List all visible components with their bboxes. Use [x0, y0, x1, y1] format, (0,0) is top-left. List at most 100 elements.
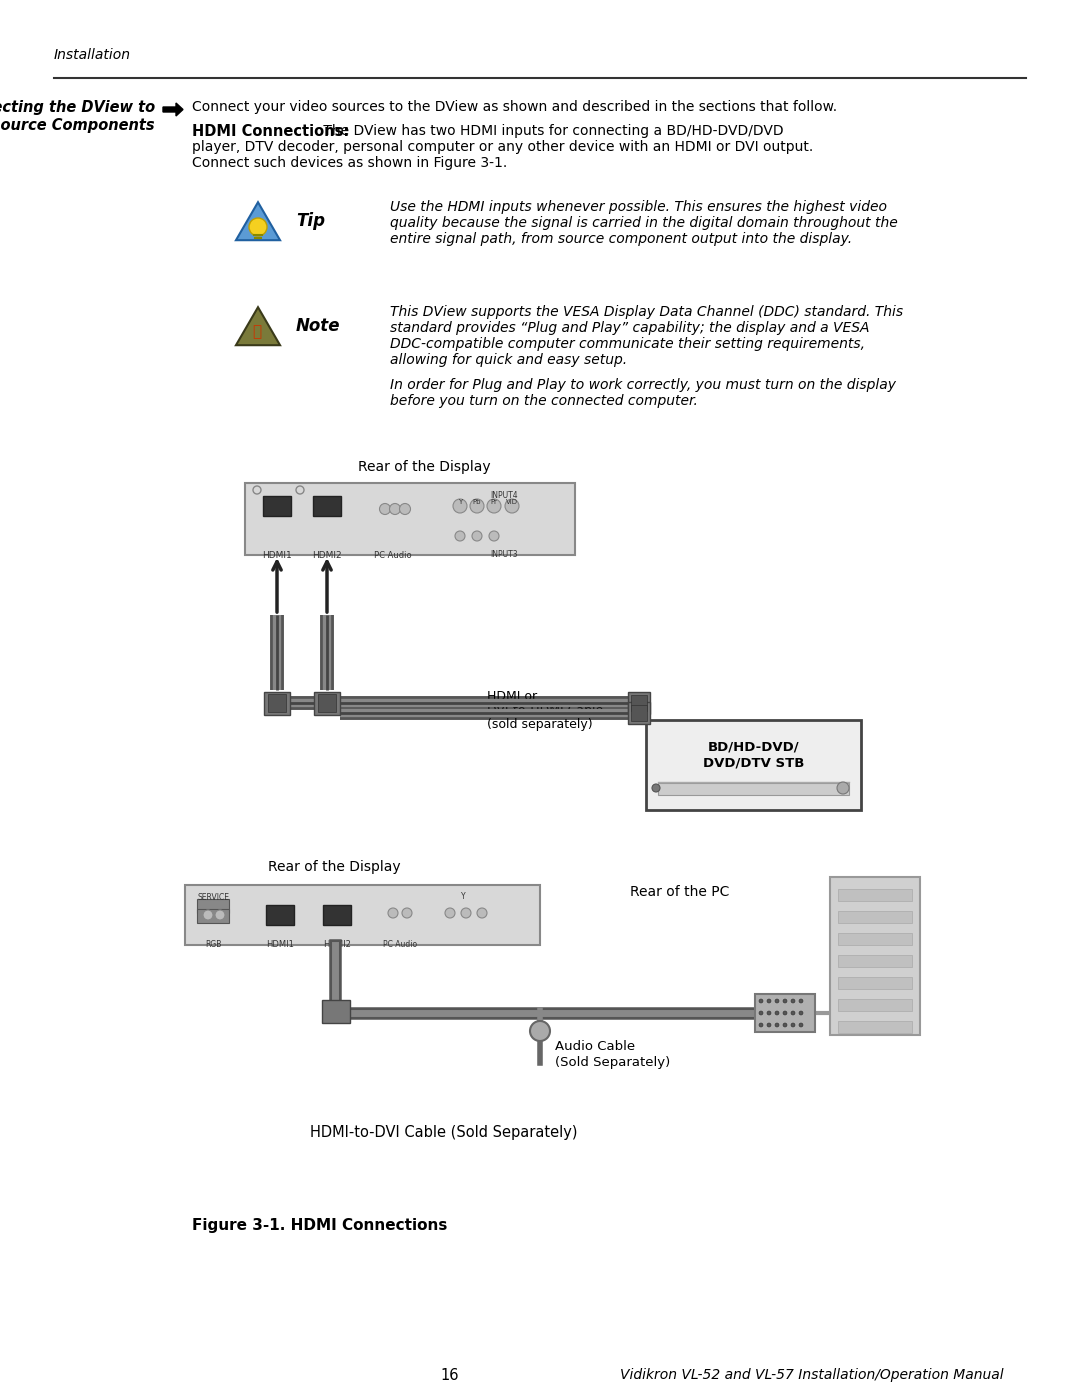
- Circle shape: [767, 1023, 771, 1027]
- Circle shape: [253, 486, 261, 495]
- Circle shape: [791, 1011, 795, 1016]
- Text: quality because the signal is carried in the digital domain throughout the: quality because the signal is carried in…: [390, 217, 897, 231]
- Circle shape: [390, 503, 401, 514]
- Text: Installation: Installation: [54, 47, 131, 61]
- Text: The DView has two HDMI inputs for connecting a BD/HD-DVD/DVD: The DView has two HDMI inputs for connec…: [319, 124, 784, 138]
- Circle shape: [775, 999, 779, 1003]
- Bar: [838, 933, 912, 944]
- Text: INPUT3: INPUT3: [490, 550, 517, 559]
- Circle shape: [388, 908, 399, 918]
- Polygon shape: [235, 307, 280, 345]
- Text: ✋: ✋: [253, 324, 261, 339]
- Text: Tip: Tip: [296, 212, 325, 231]
- FancyBboxPatch shape: [627, 692, 650, 714]
- Circle shape: [791, 999, 795, 1003]
- Circle shape: [402, 908, 411, 918]
- FancyBboxPatch shape: [268, 694, 286, 712]
- Text: Pb: Pb: [473, 499, 482, 504]
- Text: DVI-to-HDMI Cable: DVI-to-HDMI Cable: [487, 704, 604, 717]
- Circle shape: [791, 1023, 795, 1027]
- FancyBboxPatch shape: [264, 692, 291, 715]
- FancyBboxPatch shape: [646, 719, 861, 810]
- Text: Rear of the PC: Rear of the PC: [630, 886, 729, 900]
- FancyBboxPatch shape: [185, 886, 540, 944]
- Circle shape: [379, 503, 391, 514]
- FancyBboxPatch shape: [831, 877, 920, 1035]
- Circle shape: [400, 503, 410, 514]
- Circle shape: [799, 1023, 804, 1027]
- Text: Rear of the Display: Rear of the Display: [357, 460, 490, 474]
- FancyBboxPatch shape: [313, 496, 341, 515]
- Bar: [838, 999, 912, 1011]
- Text: Note: Note: [296, 317, 340, 335]
- Circle shape: [461, 908, 471, 918]
- Bar: [838, 888, 912, 901]
- Text: HDMI1: HDMI1: [266, 940, 294, 949]
- Text: This DView supports the VESA Display Data Channel (DDC) standard. This: This DView supports the VESA Display Dat…: [390, 305, 903, 319]
- Text: Y: Y: [461, 893, 465, 901]
- Text: VID: VID: [507, 499, 518, 504]
- Circle shape: [530, 1021, 550, 1041]
- Text: Audio Cable: Audio Cable: [555, 1039, 635, 1053]
- Circle shape: [470, 499, 484, 513]
- Text: PC Audio: PC Audio: [383, 940, 417, 949]
- FancyBboxPatch shape: [318, 694, 336, 712]
- Text: HDMI2: HDMI2: [323, 940, 351, 949]
- Text: player, DTV decoder, personal computer or any other device with an HDMI or DVI o: player, DTV decoder, personal computer o…: [192, 140, 813, 154]
- Bar: [838, 956, 912, 967]
- Bar: [658, 782, 849, 795]
- Circle shape: [455, 531, 465, 541]
- Text: INPUT4: INPUT4: [490, 490, 517, 500]
- Circle shape: [487, 499, 501, 513]
- Text: Figure 3-1. HDMI Connections: Figure 3-1. HDMI Connections: [192, 1218, 447, 1234]
- Circle shape: [652, 784, 660, 792]
- Text: Rear of the Display: Rear of the Display: [268, 861, 401, 875]
- FancyBboxPatch shape: [627, 703, 650, 724]
- Circle shape: [505, 499, 519, 513]
- Circle shape: [759, 1023, 762, 1027]
- Text: (Sold Separately): (Sold Separately): [555, 1056, 671, 1069]
- Text: Use the HDMI inputs whenever possible. This ensures the highest video: Use the HDMI inputs whenever possible. T…: [390, 200, 887, 214]
- Circle shape: [783, 999, 787, 1003]
- FancyBboxPatch shape: [755, 995, 815, 1032]
- FancyBboxPatch shape: [322, 1000, 350, 1023]
- FancyBboxPatch shape: [245, 483, 575, 555]
- FancyBboxPatch shape: [266, 905, 294, 925]
- Bar: [838, 911, 912, 923]
- Text: standard provides “Plug and Play” capability; the display and a VESA: standard provides “Plug and Play” capabi…: [390, 321, 869, 335]
- Circle shape: [759, 1011, 762, 1016]
- Circle shape: [445, 908, 455, 918]
- Text: HDMI Connections:: HDMI Connections:: [192, 124, 349, 138]
- Text: Y: Y: [458, 499, 462, 504]
- FancyBboxPatch shape: [197, 900, 229, 914]
- Text: SERVICE: SERVICE: [197, 893, 229, 902]
- FancyBboxPatch shape: [323, 905, 351, 925]
- Polygon shape: [235, 203, 280, 240]
- Text: HDMI-to-DVI Cable (Sold Separately): HDMI-to-DVI Cable (Sold Separately): [310, 1125, 578, 1140]
- Circle shape: [215, 909, 225, 921]
- FancyBboxPatch shape: [197, 909, 229, 923]
- Circle shape: [489, 531, 499, 541]
- Polygon shape: [163, 103, 183, 116]
- Text: HDMI1: HDMI1: [262, 550, 292, 560]
- Circle shape: [296, 486, 303, 495]
- Circle shape: [783, 1011, 787, 1016]
- Circle shape: [799, 1011, 804, 1016]
- Text: 16: 16: [441, 1368, 459, 1383]
- Circle shape: [783, 1023, 787, 1027]
- FancyBboxPatch shape: [314, 692, 340, 715]
- Circle shape: [477, 908, 487, 918]
- Text: entire signal path, from source component output into the display.: entire signal path, from source componen…: [390, 232, 852, 246]
- FancyBboxPatch shape: [264, 496, 291, 515]
- Circle shape: [775, 1023, 779, 1027]
- Text: PC Audio: PC Audio: [374, 550, 411, 560]
- Text: Connect such devices as shown in Figure 3-1.: Connect such devices as shown in Figure …: [192, 156, 508, 170]
- Text: HDMI2: HDMI2: [312, 550, 341, 560]
- Text: before you turn on the connected computer.: before you turn on the connected compute…: [390, 394, 698, 408]
- Text: In order for Plug and Play to work correctly, you must turn on the display: In order for Plug and Play to work corre…: [390, 379, 896, 393]
- Circle shape: [799, 999, 804, 1003]
- Circle shape: [775, 1011, 779, 1016]
- Text: Connecting the DView to: Connecting the DView to: [0, 101, 156, 115]
- FancyBboxPatch shape: [631, 694, 647, 711]
- Circle shape: [249, 218, 267, 236]
